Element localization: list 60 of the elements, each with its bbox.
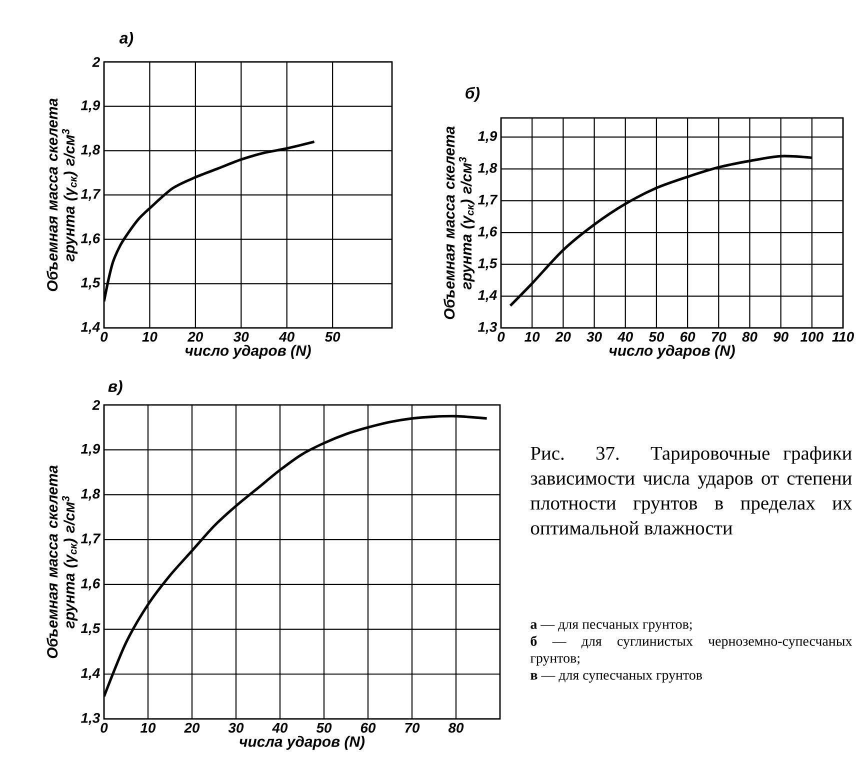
y-tick-label: 1,5 bbox=[80, 623, 100, 636]
text: в — для супесчаных грунтов bbox=[530, 672, 702, 683]
x-tick-label: 70 bbox=[405, 722, 420, 733]
y-tick-label: 1,9 bbox=[478, 131, 498, 144]
x-tick-label: 60 bbox=[360, 722, 376, 733]
x-tick-label: 0 bbox=[100, 722, 108, 733]
x-tick-label: 20 bbox=[187, 332, 204, 342]
y-tick-label: 1,6 bbox=[80, 233, 100, 246]
x-tick-label: 100 bbox=[800, 332, 824, 342]
x-tick-label: 110 bbox=[832, 332, 854, 342]
x-tick-label: 80 bbox=[448, 722, 464, 733]
chart-title: в) bbox=[108, 380, 122, 396]
x-tick-label: 0 bbox=[100, 332, 108, 342]
x-axis-title: числа ударов (N) bbox=[240, 736, 365, 750]
x-axis-title: число ударов (N) bbox=[609, 344, 735, 359]
chart-title: а) bbox=[119, 32, 134, 47]
y-tick-label: 1,8 bbox=[80, 488, 100, 501]
text: б — для суглинистых черноземно-супесчаных грунтов; bbox=[530, 636, 852, 666]
chart-title: б) bbox=[466, 86, 480, 102]
x-tick-label: 90 bbox=[773, 332, 788, 342]
y-tick-label: 1,4 bbox=[80, 668, 100, 680]
y-tick-label: 1,4 bbox=[478, 290, 497, 302]
x-tick-label: 30 bbox=[228, 722, 244, 733]
line-series bbox=[509, 154, 814, 308]
x-tick-label: 40 bbox=[617, 332, 633, 342]
y-tick-label: 1,3 bbox=[80, 713, 100, 725]
x-tick-label: 50 bbox=[324, 332, 340, 342]
y-tick-label: 1,4 bbox=[80, 322, 100, 334]
x-tick-label: 80 bbox=[742, 332, 758, 342]
y-tick-label: 2 bbox=[92, 400, 100, 410]
y-tick-label: 1,3 bbox=[478, 322, 497, 334]
y-tick-label: 1,5 bbox=[478, 258, 498, 270]
x-axis-title: число ударов (N) bbox=[185, 344, 311, 359]
text: а — для песчаных грунтов; bbox=[530, 622, 692, 632]
y-tick-label: 1,9 bbox=[80, 100, 100, 112]
x-tick-label: 10 bbox=[142, 332, 158, 342]
x-tick-label: 0 bbox=[498, 332, 505, 342]
y-tick-label: 1,7 bbox=[80, 534, 101, 546]
x-tick-label: 30 bbox=[234, 332, 249, 342]
x-tick-label: 20 bbox=[184, 722, 200, 733]
x-tick-label: 60 bbox=[680, 332, 696, 342]
x-tick-label: 70 bbox=[712, 332, 726, 342]
y-tick-label: 1,6 bbox=[478, 226, 498, 238]
y-tick-label: 1,5 bbox=[80, 278, 100, 290]
y-tick-label: 1,7 bbox=[478, 194, 498, 207]
x-tick-label: 10 bbox=[140, 722, 156, 733]
text: Рис. 37. Тарировочные графики зависимости числа ударов от степени плотности грунтов в пределах их оптимальной влажности bbox=[530, 446, 852, 535]
x-tick-label: 30 bbox=[586, 332, 602, 342]
y-tick-label: 1,9 bbox=[80, 444, 100, 456]
x-tick-label: 40 bbox=[272, 722, 288, 733]
x-tick-label: 50 bbox=[316, 722, 332, 733]
y-tick-label: 1,8 bbox=[80, 144, 100, 157]
x-tick-label: 50 bbox=[648, 332, 664, 342]
x-tick-label: 10 bbox=[524, 332, 540, 342]
y-tick-label: 1,8 bbox=[478, 162, 498, 175]
x-tick-label: 40 bbox=[278, 332, 294, 342]
x-tick-label: 20 bbox=[555, 332, 571, 342]
y-tick-label: 2 bbox=[92, 57, 100, 67]
y-tick-label: 1,7 bbox=[80, 189, 101, 201]
y-tick-label: 1,6 bbox=[80, 578, 100, 590]
